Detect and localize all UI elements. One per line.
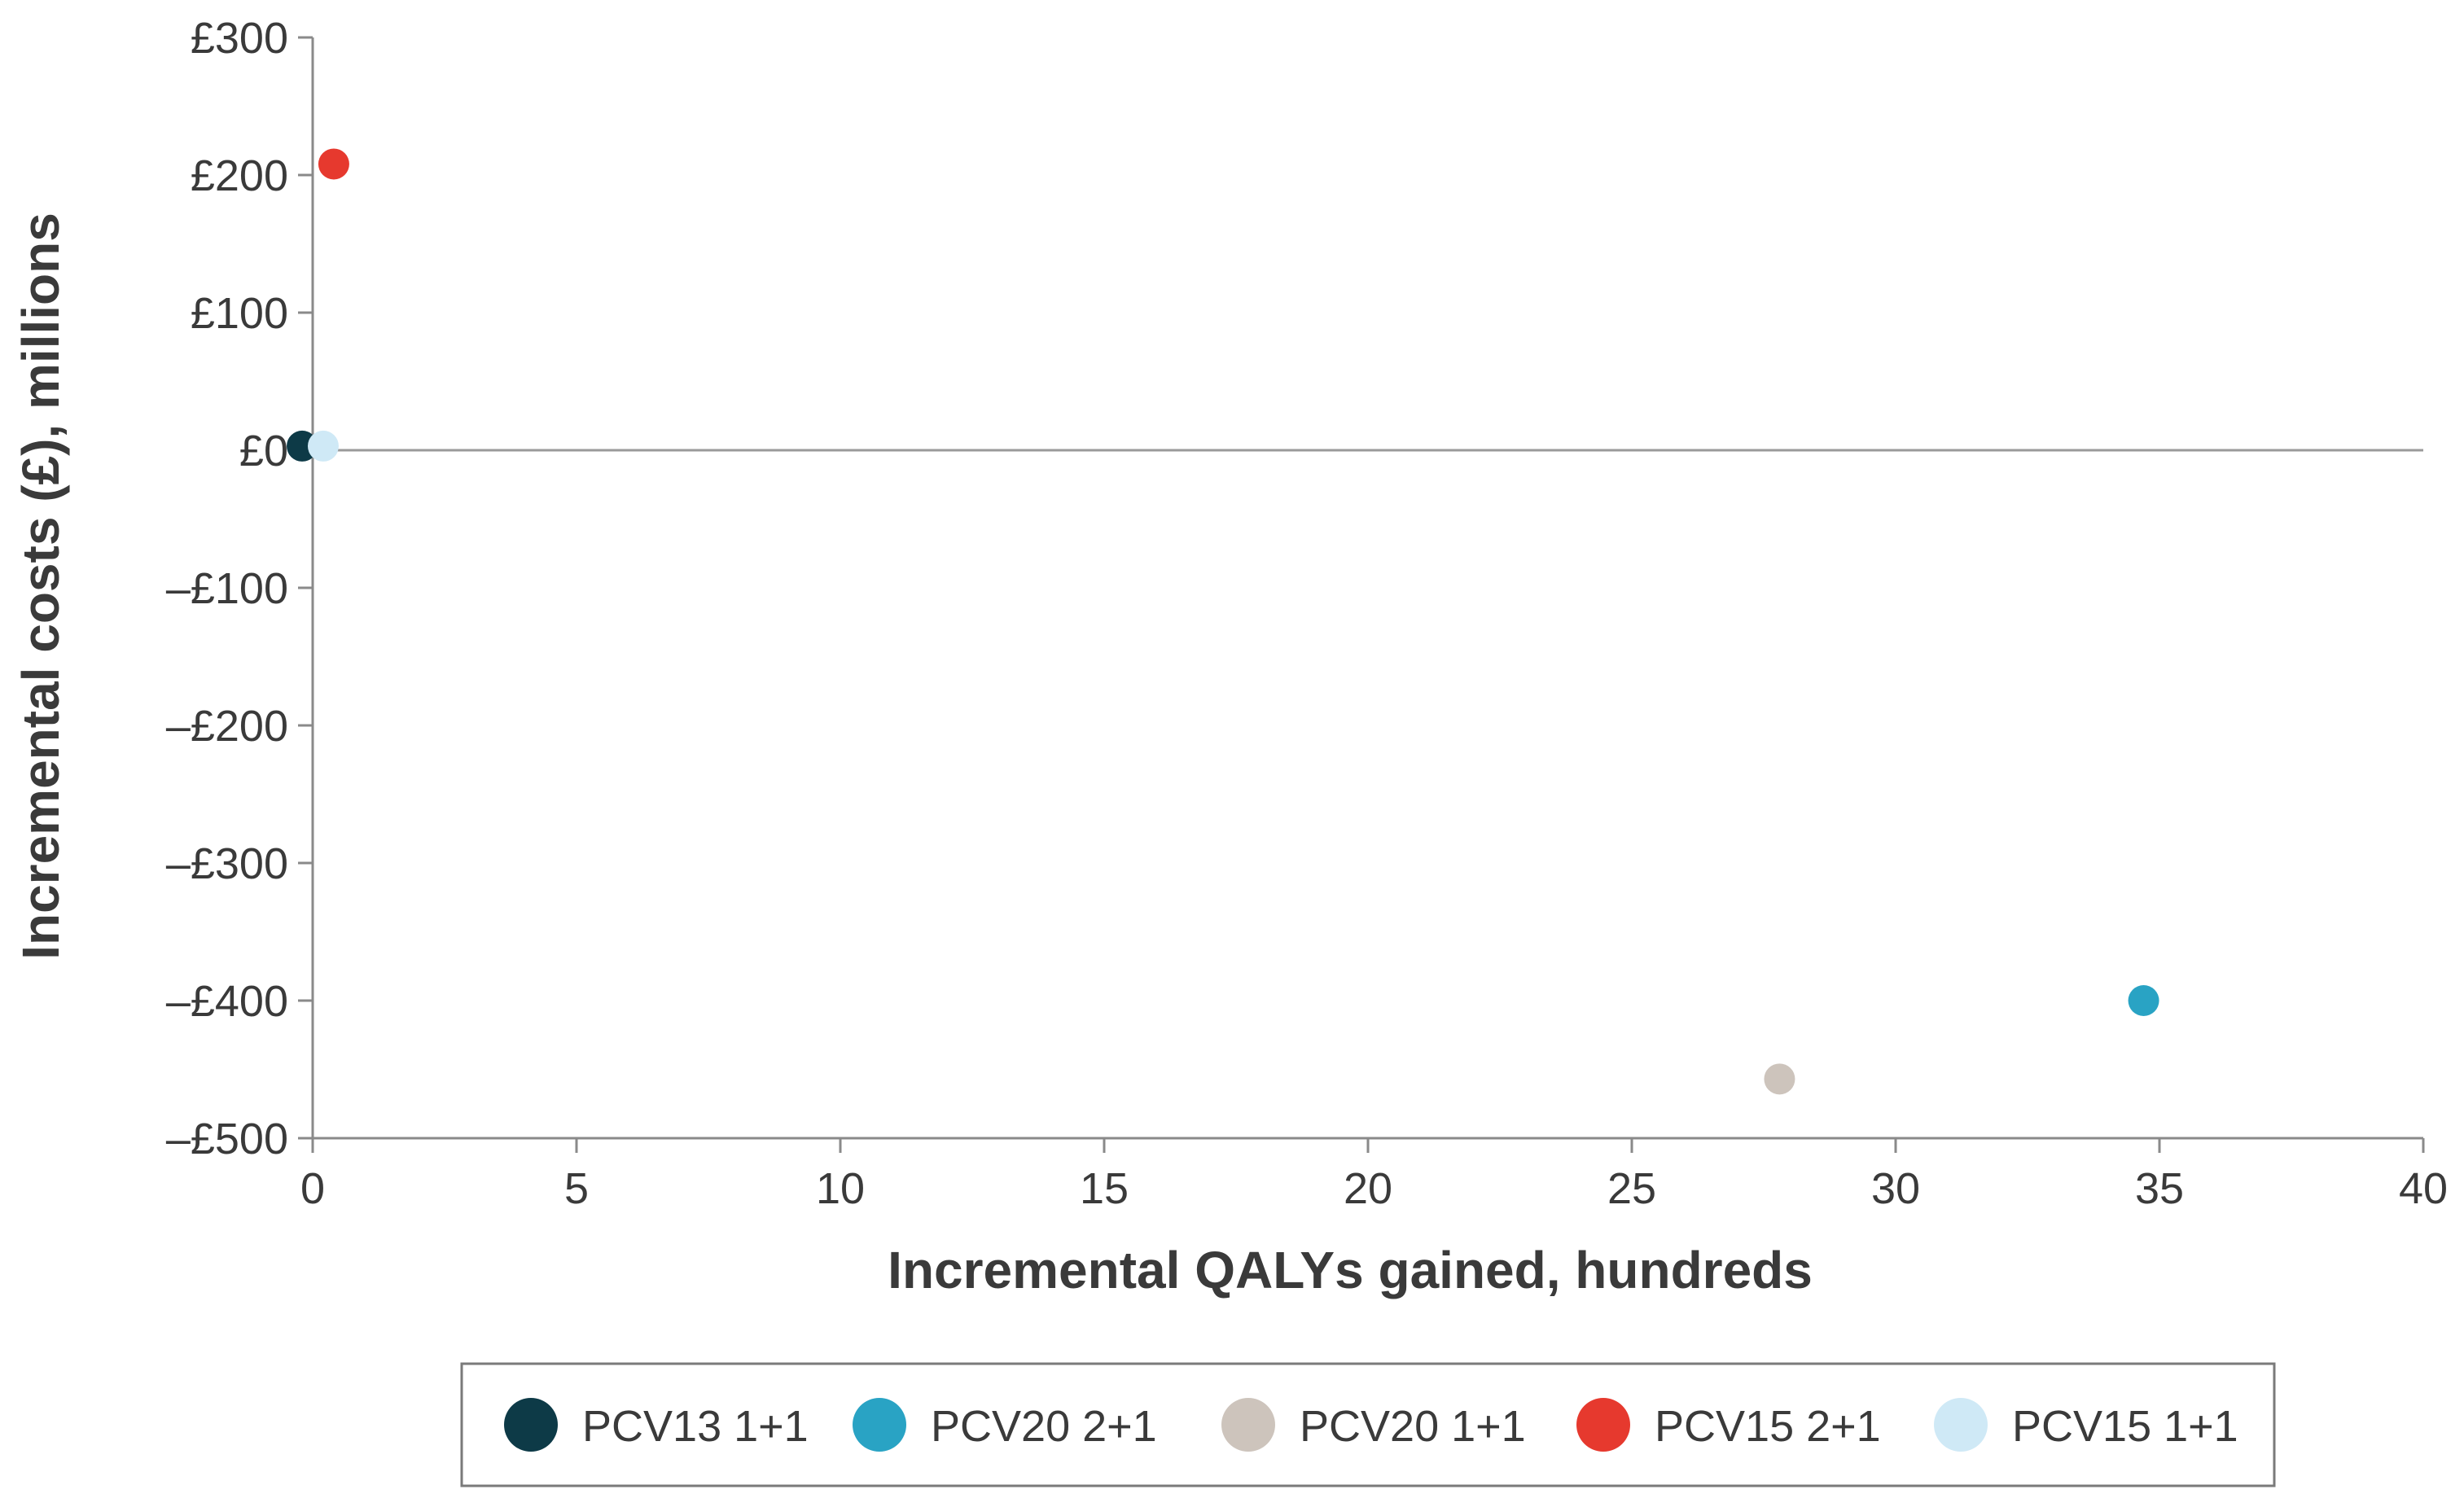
y-tick-label: £100 xyxy=(191,289,288,338)
x-tick-label: 25 xyxy=(1607,1164,1656,1213)
data-point xyxy=(318,148,349,180)
x-tick-label: 20 xyxy=(1344,1164,1392,1213)
legend-label: PCV15 1+1 xyxy=(2012,1402,2238,1451)
legend-marker xyxy=(1934,1398,1988,1452)
y-tick-label: £200 xyxy=(191,151,288,200)
x-tick-label: 15 xyxy=(1080,1164,1129,1213)
x-tick-label: 40 xyxy=(2399,1164,2448,1213)
legend-marker xyxy=(1221,1398,1275,1452)
legend-marker xyxy=(853,1398,906,1452)
y-axis: £300 £200 £100 £0 –£100 –£200 –£300 –£400 –£500 xyxy=(166,14,313,1163)
data-point xyxy=(1764,1063,1795,1095)
y-tick-label: £0 xyxy=(239,427,288,475)
y-tick-label: –£500 xyxy=(166,1115,288,1163)
legend-label: PCV20 1+1 xyxy=(1300,1402,1526,1451)
y-tick-label: –£100 xyxy=(166,564,288,613)
data-points xyxy=(287,148,2159,1095)
legend-label: PCV13 1+1 xyxy=(582,1402,809,1451)
data-point xyxy=(307,430,339,462)
x-tick-label: 30 xyxy=(1871,1164,1920,1213)
legend-label: PCV15 2+1 xyxy=(1655,1402,1881,1451)
y-tick-label: £300 xyxy=(191,14,288,63)
data-point xyxy=(2128,985,2159,1016)
y-tick-label: –£200 xyxy=(166,702,288,751)
legend-marker xyxy=(1576,1398,1630,1452)
legend: PCV13 1+1 PCV20 2+1 PCV20 1+1 PCV15 2+1 PCV1… xyxy=(460,1362,2276,1487)
y-tick-label: –£300 xyxy=(166,839,288,888)
y-axis-title: Incremental costs (£), millions xyxy=(11,212,70,960)
y-tick-label: –£400 xyxy=(166,977,288,1026)
legend-marker xyxy=(504,1398,558,1452)
x-tick-label: 0 xyxy=(300,1164,325,1213)
x-axis: 0 5 10 15 20 25 30 35 40 xyxy=(300,1138,2448,1213)
legend-label: PCV20 2+1 xyxy=(931,1402,1157,1451)
x-tick-label: 10 xyxy=(816,1164,865,1213)
x-tick-label: 35 xyxy=(2135,1164,2184,1213)
x-tick-label: 5 xyxy=(564,1164,589,1213)
x-axis-title: Incremental QALYs gained, hundreds xyxy=(888,1241,1813,1299)
